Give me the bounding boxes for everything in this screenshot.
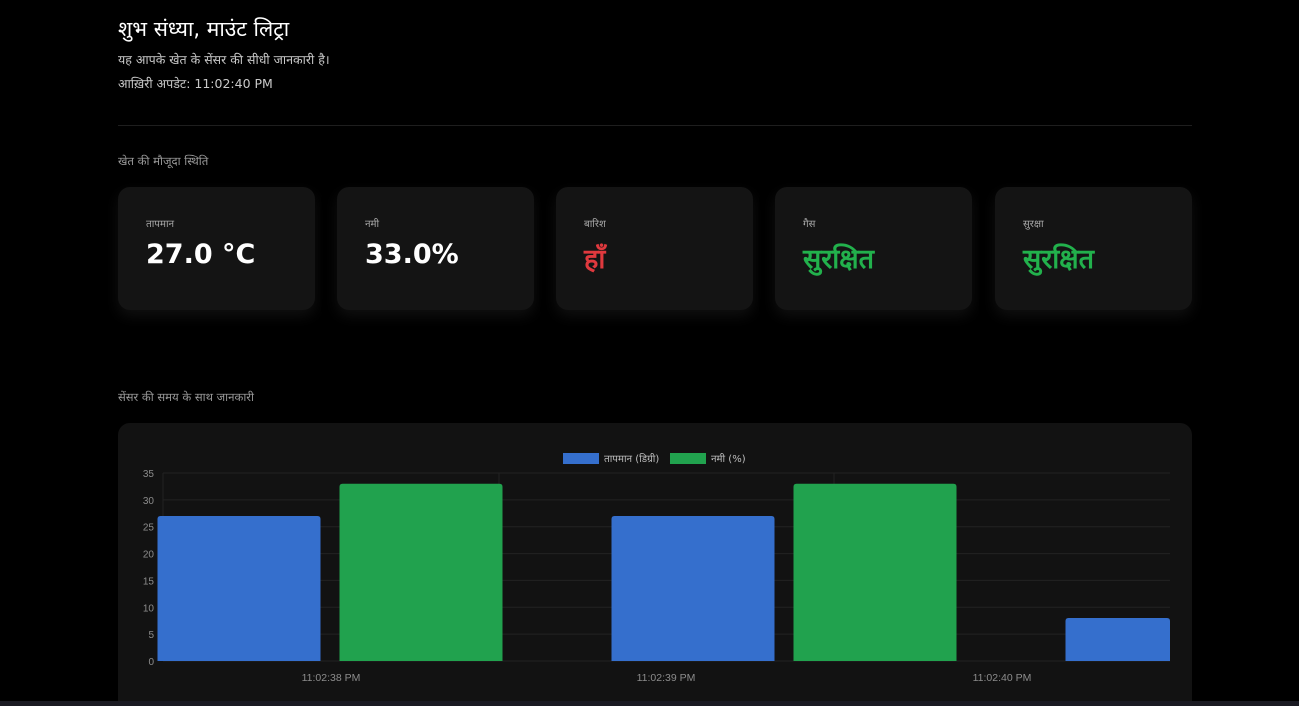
page-subtitle: यह आपके खेत के सेंसर की सीधी जानकारी है। <box>118 52 330 67</box>
gas-card: गैस सुरक्षित <box>775 187 972 310</box>
security-label: सुरक्षा <box>1023 219 1044 230</box>
humidity-value: 33.0% <box>365 239 459 270</box>
humidity-card: नमी 33.0% <box>337 187 534 310</box>
rain-value: हाँ <box>584 244 606 275</box>
chart-canvas: 0 5 10 15 20 25 30 35 11:02:38 PM 11:02:39 PM 11:0… <box>143 453 1170 684</box>
y-tick-label: 10 <box>143 603 155 614</box>
y-tick-label: 25 <box>143 523 155 534</box>
security-value: सुरक्षित <box>1023 244 1095 275</box>
legend-swatch <box>670 453 706 464</box>
bar-temperature <box>157 515 321 661</box>
temperature-card: तापमान 27.0 °C <box>118 187 315 310</box>
temperature-label: तापमान <box>146 219 175 230</box>
rain-card: बारिश हाँ <box>556 187 753 310</box>
rain-label: बारिश <box>584 219 606 230</box>
page-header: शुभ संध्या, माउंट लिट्रा यह आपके खेत के … <box>118 14 330 93</box>
y-tick-label: 35 <box>143 469 155 480</box>
bar-humidity <box>339 483 503 661</box>
legend-label: नमी (%) <box>711 453 746 465</box>
security-card: सुरक्षा सुरक्षित <box>995 187 1192 310</box>
page-title: शुभ संध्या, माउंट लिट्रा <box>118 17 290 41</box>
x-tick-label: 11:02:38 PM <box>302 672 361 684</box>
history-section-title: सेंसर की समय के साथ जानकारी <box>118 390 254 404</box>
bottom-edge <box>0 701 1299 706</box>
status-cards: तापमान 27.0 °C नमी 33.0% बारिश हाँ गैस स… <box>118 187 1192 310</box>
legend-swatch <box>563 453 599 464</box>
x-tick-label: 11:02:40 PM <box>973 672 1032 684</box>
bar-temperature <box>1065 618 1170 661</box>
sensor-history-chart: 0 5 10 15 20 25 30 35 11:02:38 PM 11:02:39 PM 11:0… <box>118 423 1192 706</box>
gas-value: सुरक्षित <box>803 244 875 275</box>
y-tick-label: 0 <box>148 657 154 668</box>
bar-temperature <box>611 515 775 661</box>
last-updated: आख़िरी अपडेट: 11:02:40 PM <box>118 76 273 91</box>
header-divider <box>118 125 1192 126</box>
legend-label: तापमान (डिग्री) <box>604 453 659 465</box>
bar-humidity <box>793 483 957 661</box>
y-tick-label: 30 <box>143 496 155 507</box>
gas-label: गैस <box>803 219 816 230</box>
x-tick-label: 11:02:39 PM <box>637 672 696 684</box>
status-section-title: खेत की मौजूदा स्थिति <box>118 154 209 168</box>
y-tick-label: 20 <box>143 550 155 561</box>
temperature-value: 27.0 °C <box>146 239 256 270</box>
humidity-label: नमी <box>365 219 380 230</box>
y-tick-label: 5 <box>148 630 154 641</box>
y-tick-label: 15 <box>143 576 155 587</box>
